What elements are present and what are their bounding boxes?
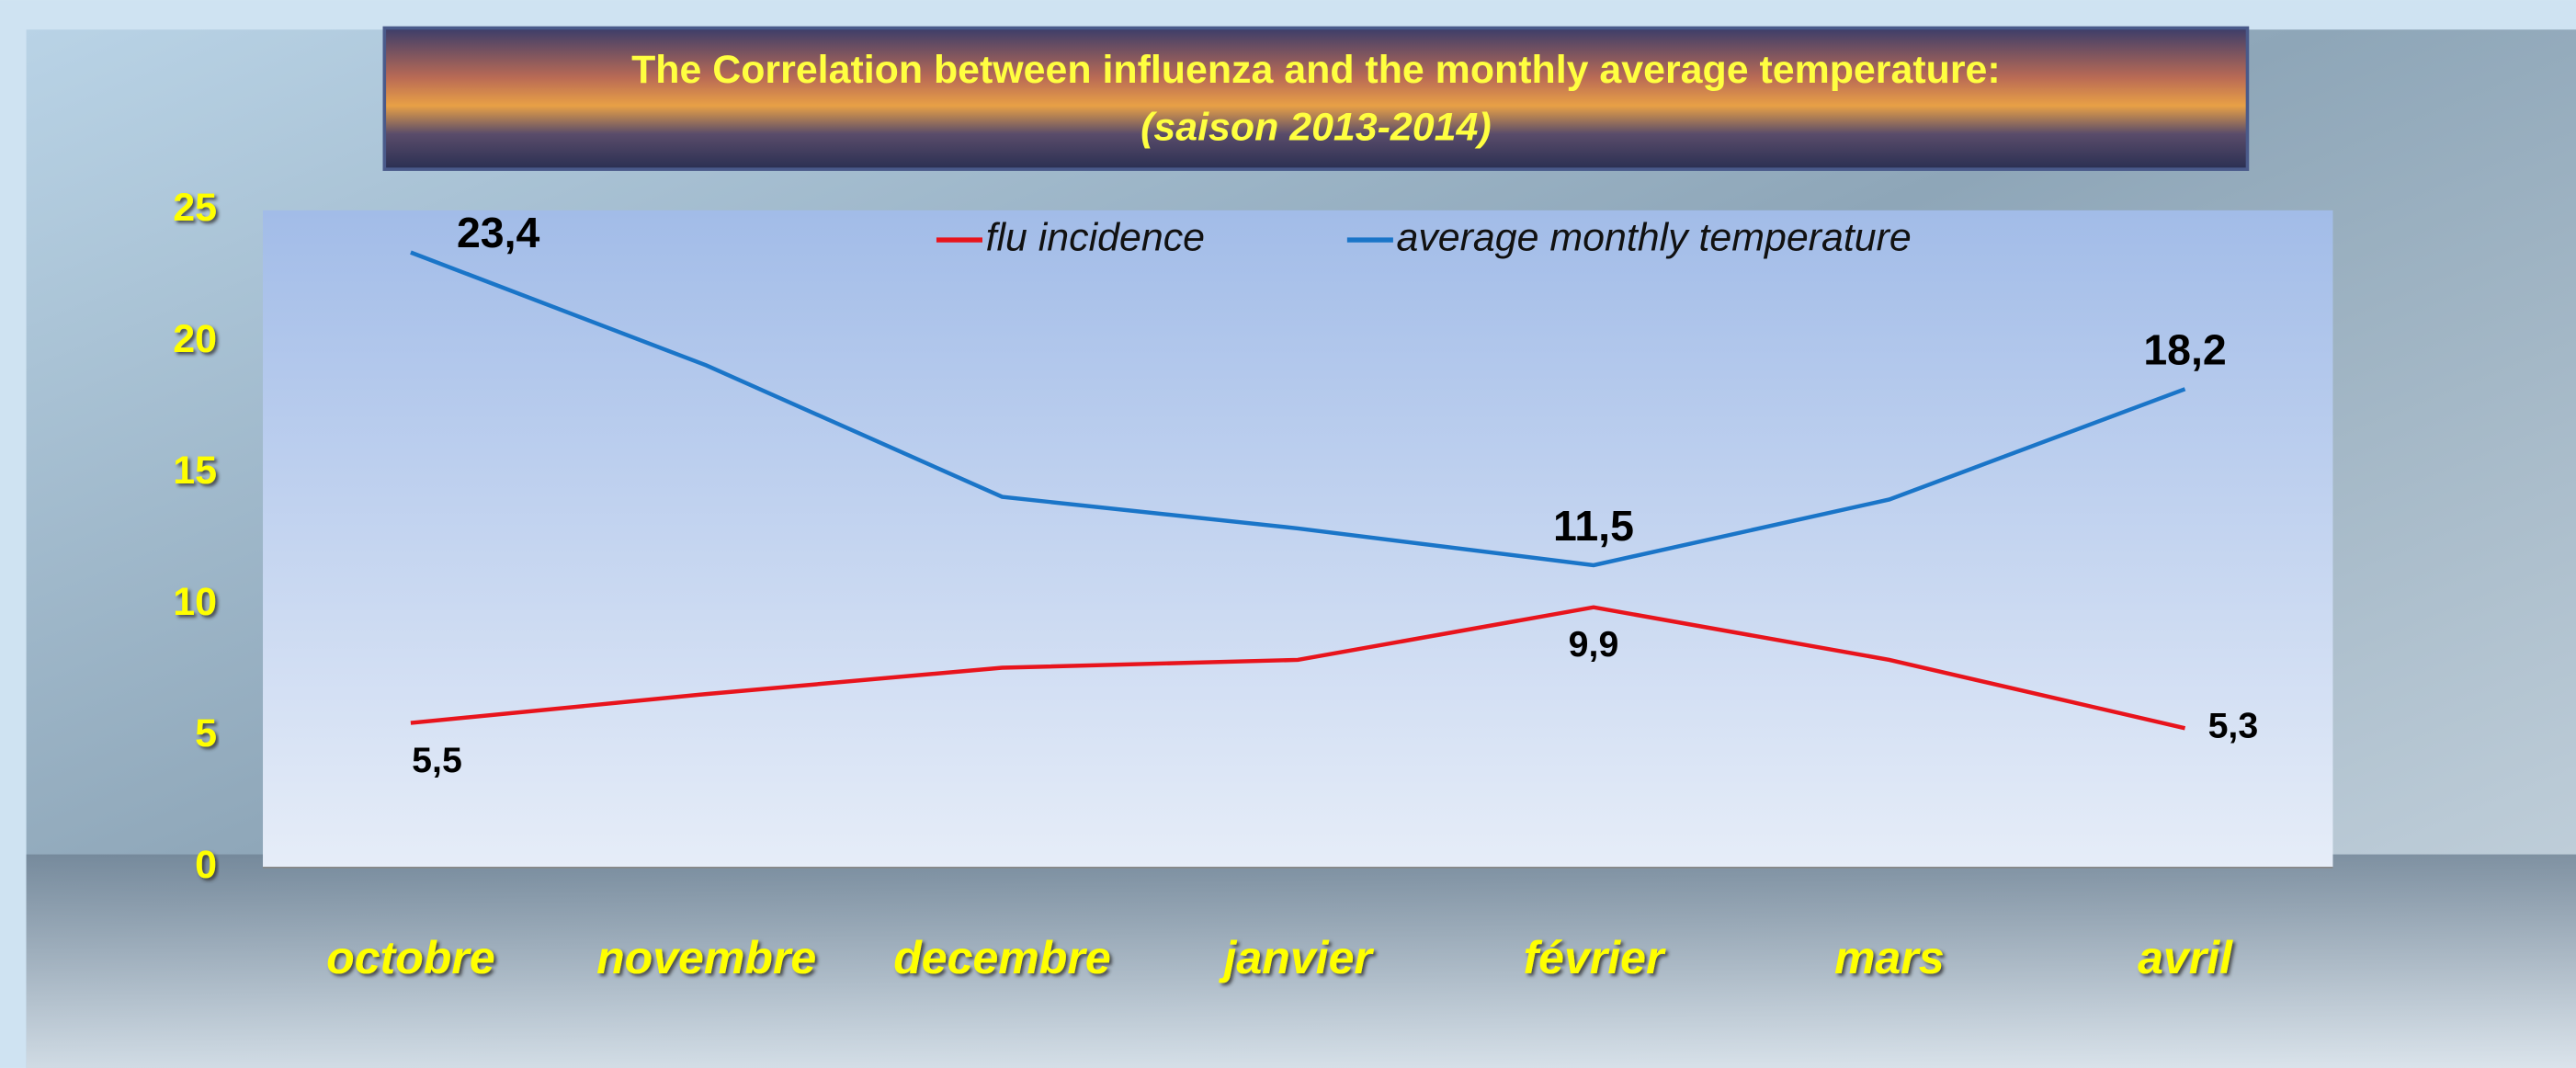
x-tick-label: janvier bbox=[1219, 932, 1375, 983]
chart-title: The Correlation between influenza and th… bbox=[631, 48, 2001, 92]
plot-area bbox=[263, 210, 2333, 868]
data-label: 23,4 bbox=[457, 209, 540, 256]
data-label: 18,2 bbox=[2143, 325, 2226, 373]
y-tick-label: 10 bbox=[173, 580, 217, 624]
legend-label: average monthly temperature bbox=[1396, 215, 1911, 259]
data-label: 11,5 bbox=[1553, 502, 1634, 550]
background-snow bbox=[26, 854, 2576, 1068]
data-label: 5,3 bbox=[2208, 706, 2259, 746]
x-tick-label: mars bbox=[1834, 932, 1945, 983]
legend-label: flu incidence bbox=[986, 215, 1205, 259]
y-tick-label: 5 bbox=[195, 711, 217, 756]
y-tick-label: 20 bbox=[173, 317, 217, 361]
data-label: 9,9 bbox=[1569, 624, 1619, 665]
x-tick-label: février bbox=[1523, 932, 1666, 983]
x-tick-label: octobre bbox=[326, 932, 495, 983]
y-tick-label: 25 bbox=[173, 186, 217, 230]
y-tick-label: 15 bbox=[173, 449, 217, 493]
x-tick-label: avril bbox=[2138, 932, 2233, 983]
y-tick-label: 0 bbox=[195, 843, 217, 887]
series-line bbox=[410, 250, 2186, 568]
x-tick-label: decembre bbox=[893, 932, 1110, 983]
data-label: 5,5 bbox=[412, 740, 462, 780]
series-line bbox=[410, 605, 2186, 731]
x-tick-label: novembre bbox=[596, 932, 816, 983]
chart-subtitle: (saison 2013-2014) bbox=[1140, 106, 1491, 150]
title-box bbox=[382, 26, 2250, 171]
